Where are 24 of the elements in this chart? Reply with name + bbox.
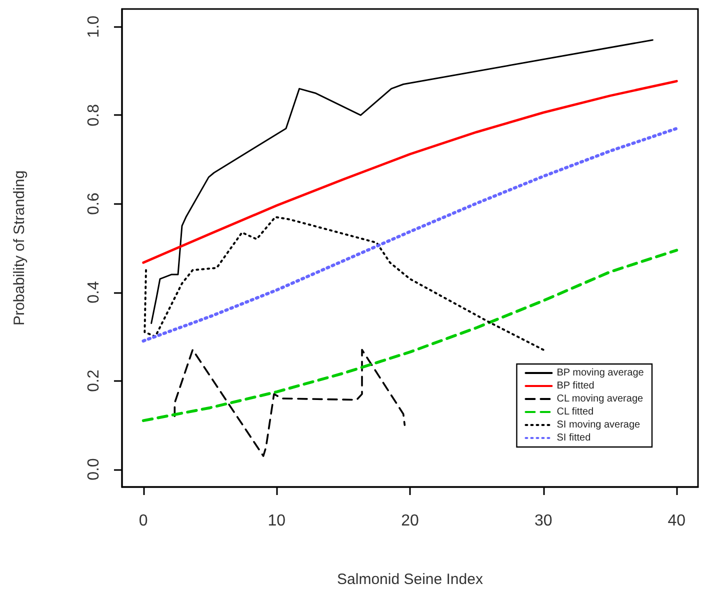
y-tick-label: 0.6 — [86, 192, 102, 215]
legend-label: SI fitted — [556, 432, 591, 444]
y-tick-label: 1.0 — [86, 15, 102, 38]
y-tick-label: 0.0 — [86, 458, 102, 480]
legend-label: BP moving average — [556, 368, 644, 378]
y-tick-label: 0.2 — [86, 370, 102, 392]
x-tick-label: 40 — [668, 512, 686, 530]
y-tick-label: 0.8 — [86, 104, 102, 126]
legend-label: BP fitted — [556, 380, 594, 392]
line-series — [142, 126, 678, 343]
x-tick-label: 0 — [138, 512, 148, 530]
line-series — [174, 348, 406, 457]
line-series — [150, 39, 654, 324]
line-series — [144, 216, 544, 351]
legend-label: CL fitted — [556, 406, 594, 418]
x-axis-title: Salmonid Seine Index — [337, 571, 484, 588]
line-series — [142, 80, 678, 264]
y-axis-title: Probability of Stranding — [11, 170, 28, 326]
y-tick-label: 0.4 — [86, 281, 102, 304]
legend-label: CL moving average — [556, 394, 644, 404]
legend-label: SI moving average — [556, 420, 641, 430]
x-tick-label: 10 — [268, 512, 286, 530]
x-tick-label: 30 — [534, 512, 552, 530]
x-tick-label: 20 — [401, 512, 419, 530]
